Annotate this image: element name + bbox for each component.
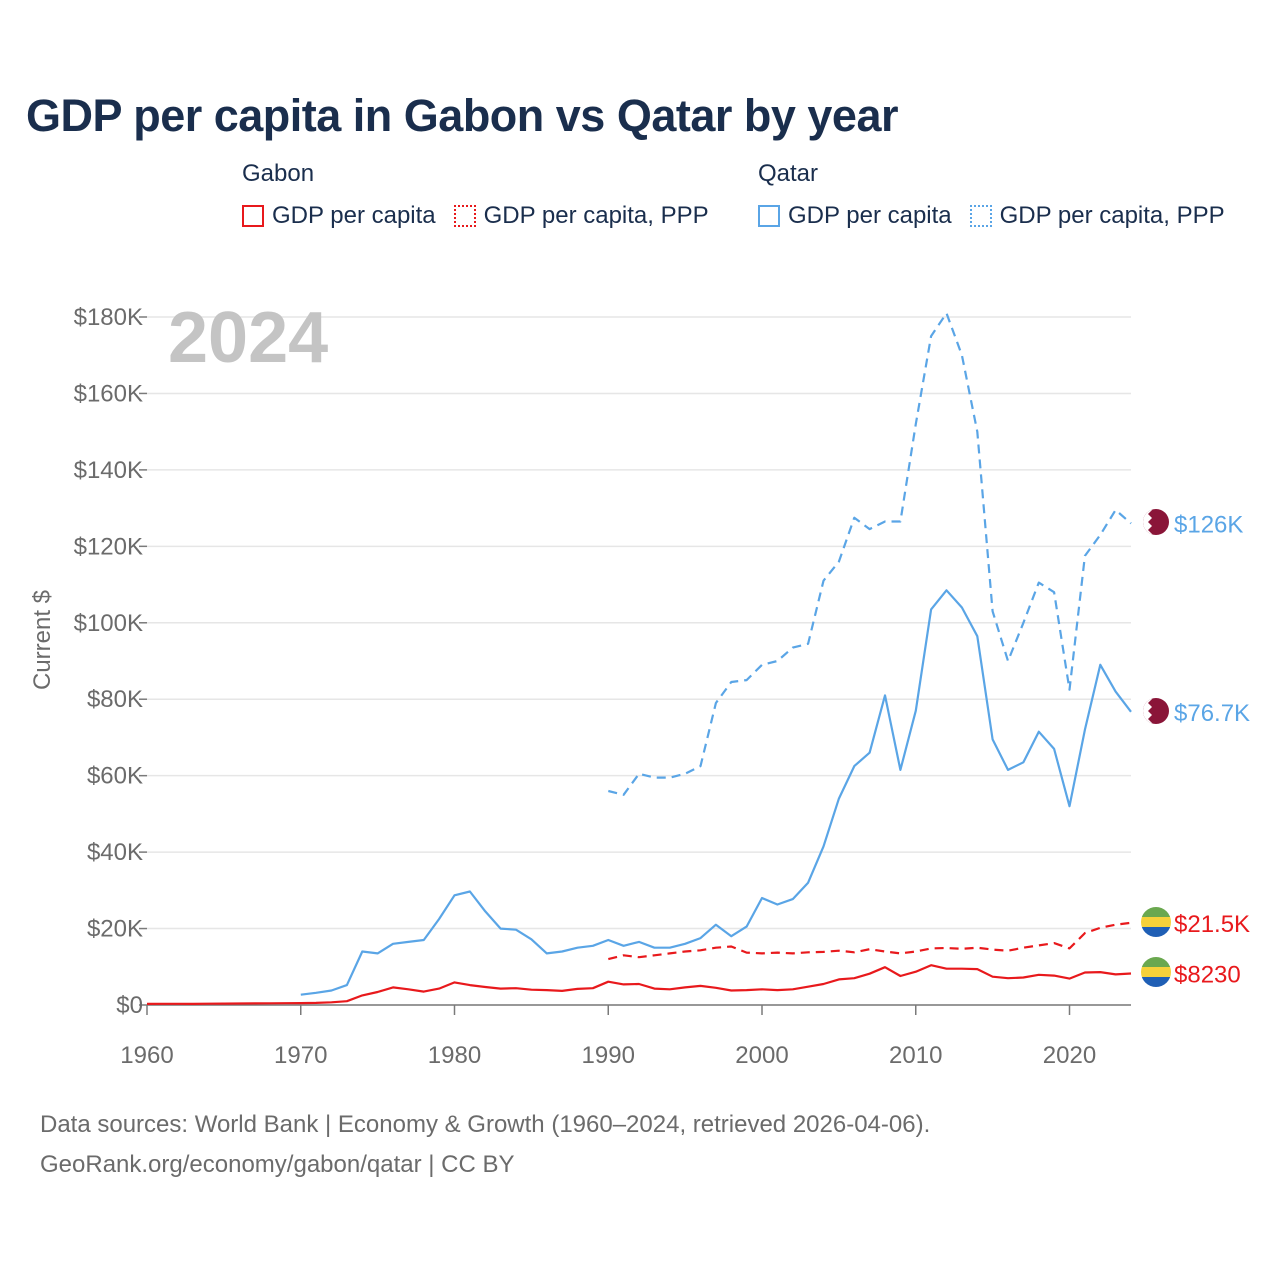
end-value-label: $8230 [1174,962,1241,989]
x-tick-label: 1960 [120,1042,173,1069]
y-tick-label: $160K [74,380,143,407]
legend-swatch-solid [242,205,264,227]
y-tick-label: $60K [87,763,143,790]
x-tick-label: 1970 [274,1042,327,1069]
x-tick-label: 1980 [428,1042,481,1069]
legend-group-qatar: Qatar GDP per capita GDP per capita, PPP [758,160,1243,230]
legend-swatch-dotted [969,205,992,227]
legend-label: GDP per capita [788,202,952,229]
legend-swatch-dotted [453,205,476,227]
series-line-qatar-gdp-per-capita[interactable] [300,589,1132,996]
y-tick-label: $140K [74,457,143,484]
y-tick-label: $100K [74,610,143,637]
y-tick-label: $120K [74,533,143,560]
legend-item-gabon-gdp[interactable]: GDP per capita [242,202,436,230]
series-line-gabon-gdp-per-capita[interactable] [146,964,1132,1005]
y-tick-label: $40K [87,839,143,866]
end-value-label: $76.7K [1174,700,1250,727]
legend-group-name: Qatar [758,160,819,187]
chart-title: GDP per capita in Gabon vs Qatar by year [26,90,899,141]
gabon-flag-icon [1141,907,1171,937]
qatar-flag-icon [1143,698,1169,724]
y-tick-label: $0 [116,992,143,1019]
legend-swatch-solid [758,205,780,227]
y-tick-label: $80K [87,686,143,713]
footer-sources: Data sources: World Bank | Economy & Gro… [40,1111,931,1138]
qatar-flag-icon [1143,509,1169,535]
x-tick-label: 2000 [735,1042,788,1069]
legend-label: GDP per capita, PPP [483,202,709,229]
series-line-gabon-gdp-per-capita-ppp[interactable] [608,921,1132,961]
x-tick-label: 2020 [1043,1042,1096,1069]
gabon-flag-icon [1141,957,1171,987]
footer: Data sources: World Bank | Economy & Gro… [40,1105,930,1185]
legend-label: GDP per capita, PPP [999,202,1225,229]
legend-item-gabon-gdp-ppp[interactable]: GDP per capita, PPP [453,202,709,230]
legend-group-name: Gabon [242,160,315,187]
x-tick-label: 2010 [889,1042,942,1069]
end-value-label: $21.5K [1174,911,1250,938]
x-tick-label: 1990 [582,1042,635,1069]
end-value-label: $126K [1174,511,1243,538]
legend-label: GDP per capita [272,202,436,229]
footer-credit: GeoRank.org/economy/gabon/qatar | CC BY [40,1151,515,1178]
y-axis-title: Current $ [29,590,56,690]
series-line-qatar-gdp-per-capita-ppp[interactable] [608,312,1132,796]
y-tick-label: $20K [87,916,143,943]
legend-item-qatar-gdp[interactable]: GDP per capita [758,202,952,230]
legend-item-qatar-gdp-ppp[interactable]: GDP per capita, PPP [969,202,1225,230]
y-tick-label: $180K [74,304,143,331]
legend-group-gabon: Gabon GDP per capita GDP per capita, PPP [242,160,727,230]
year-badge: 2024 [168,298,328,378]
